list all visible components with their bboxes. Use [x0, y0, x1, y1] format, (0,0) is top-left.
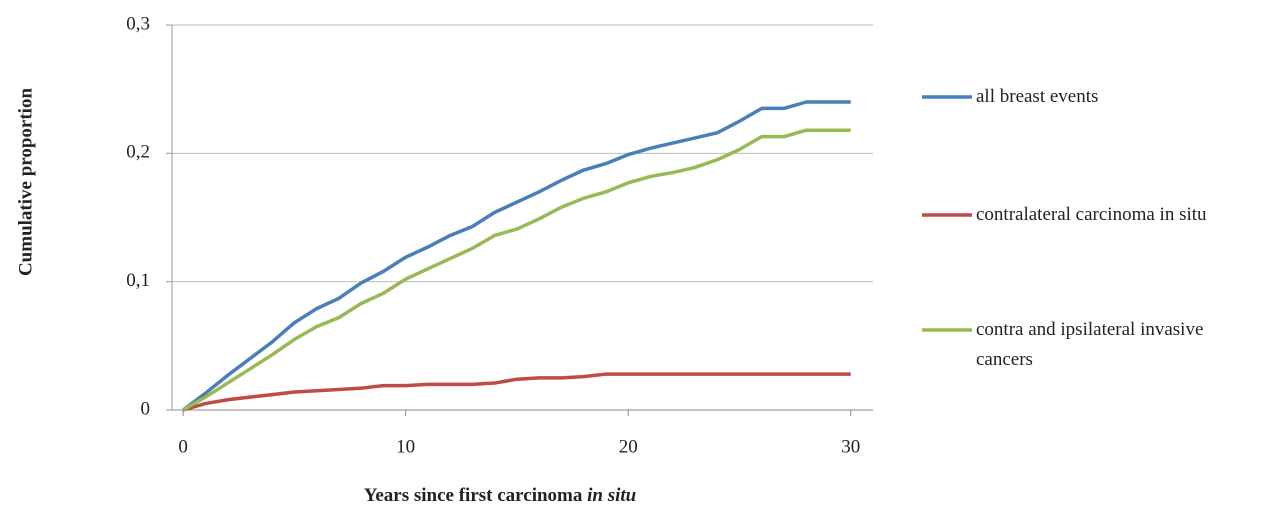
- x-axis-label-text: Years since first carcinoma: [364, 485, 583, 506]
- legend-label: contralateral carcinoma in situ: [976, 204, 1207, 225]
- y-tick-label: 0,3: [126, 13, 150, 34]
- y-tick-label: 0,2: [126, 142, 150, 163]
- x-tick-label: 0: [178, 436, 188, 457]
- x-axis-label-italic: in situ: [587, 485, 636, 506]
- legend-label: contra and ipsilateral invasive cancers: [976, 319, 1204, 370]
- line-series: [182, 128, 851, 412]
- x-axis-label: Years since first carcinoma in situ: [364, 485, 637, 506]
- x-tick-label: 20: [619, 436, 638, 457]
- x-tick-label: 30: [841, 436, 860, 457]
- y-tick-label: 0: [141, 398, 151, 419]
- x-tick-label: 10: [396, 436, 415, 457]
- line-series: [182, 100, 851, 412]
- y-axis-label: Cumulative proportion: [15, 88, 36, 277]
- line-series: [182, 372, 851, 412]
- legend-label: all breast events: [976, 86, 1099, 107]
- y-tick-label: 0,1: [126, 270, 150, 291]
